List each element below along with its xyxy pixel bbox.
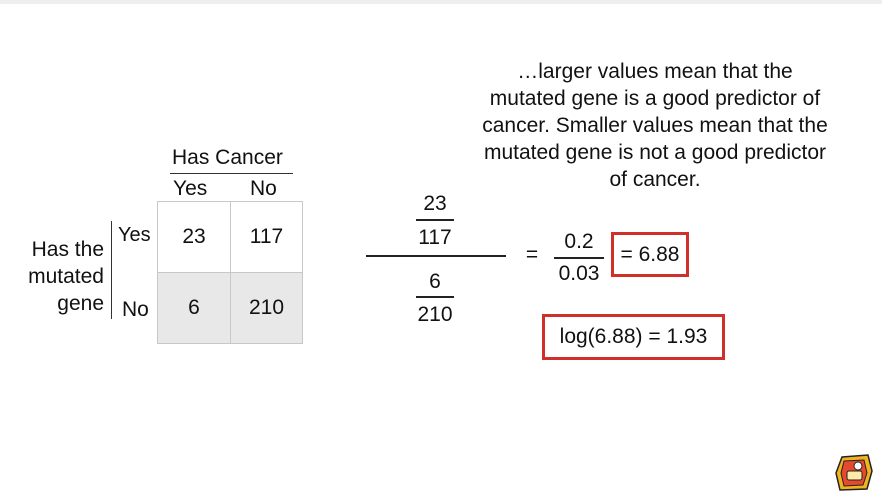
row-header: Has the mutated gene [18, 236, 104, 317]
odds-ratio-result-box: = 6.88 [611, 232, 689, 277]
equals-sign: = [525, 243, 539, 266]
row-header-line-2: mutated [28, 265, 104, 288]
cell-mutated-no-cancer-yes: 6 [158, 273, 231, 343]
caption-text: …larger values mean that the mutated gen… [440, 58, 870, 193]
bottom-fraction-denominator: 210 [417, 303, 453, 326]
caption-line-3: cancer. Smaller values mean that the [482, 114, 828, 137]
main-fraction-rule [366, 255, 506, 257]
cell-mutated-no-cancer-no: 210 [231, 273, 302, 343]
top-fraction-denominator: 117 [418, 226, 452, 249]
caption-line-2: mutated gene is a good predictor of [489, 87, 821, 110]
ratio-denominator: 0.03 [558, 262, 600, 285]
column-header: Has Cancer [172, 146, 283, 169]
column-header-rule [170, 173, 293, 174]
cell-mutated-yes-cancer-yes: 23 [158, 202, 231, 273]
caption-line-5: of cancer. [609, 168, 701, 191]
bottom-fraction-numerator: 6 [429, 270, 441, 293]
row-header-rule [111, 221, 112, 319]
bottom-fraction-rule [416, 296, 454, 298]
top-border [0, 0, 882, 4]
cell-mutated-yes-cancer-no: 117 [231, 202, 302, 273]
statquest-logo-icon [834, 451, 874, 493]
row-label-yes: Yes [118, 224, 151, 246]
row-label-no: No [122, 298, 149, 321]
top-fraction-rule [416, 219, 454, 221]
column-label-no: No [250, 177, 277, 200]
caption-line-1: …larger values mean that the [517, 60, 793, 83]
caption-line-4: mutated gene is not a good predictor [483, 141, 827, 164]
log-odds-ratio-box: log(6.88) = 1.93 [542, 314, 725, 360]
contingency-table: 23 117 6 210 [157, 201, 303, 344]
ratio-numerator: 0.2 [564, 230, 594, 253]
row-header-line-3: gene [57, 292, 104, 315]
column-label-yes: Yes [173, 177, 208, 200]
top-fraction-numerator: 23 [423, 192, 447, 215]
row-header-line-1: Has the [31, 238, 104, 261]
ratio-fraction-rule [554, 257, 604, 259]
